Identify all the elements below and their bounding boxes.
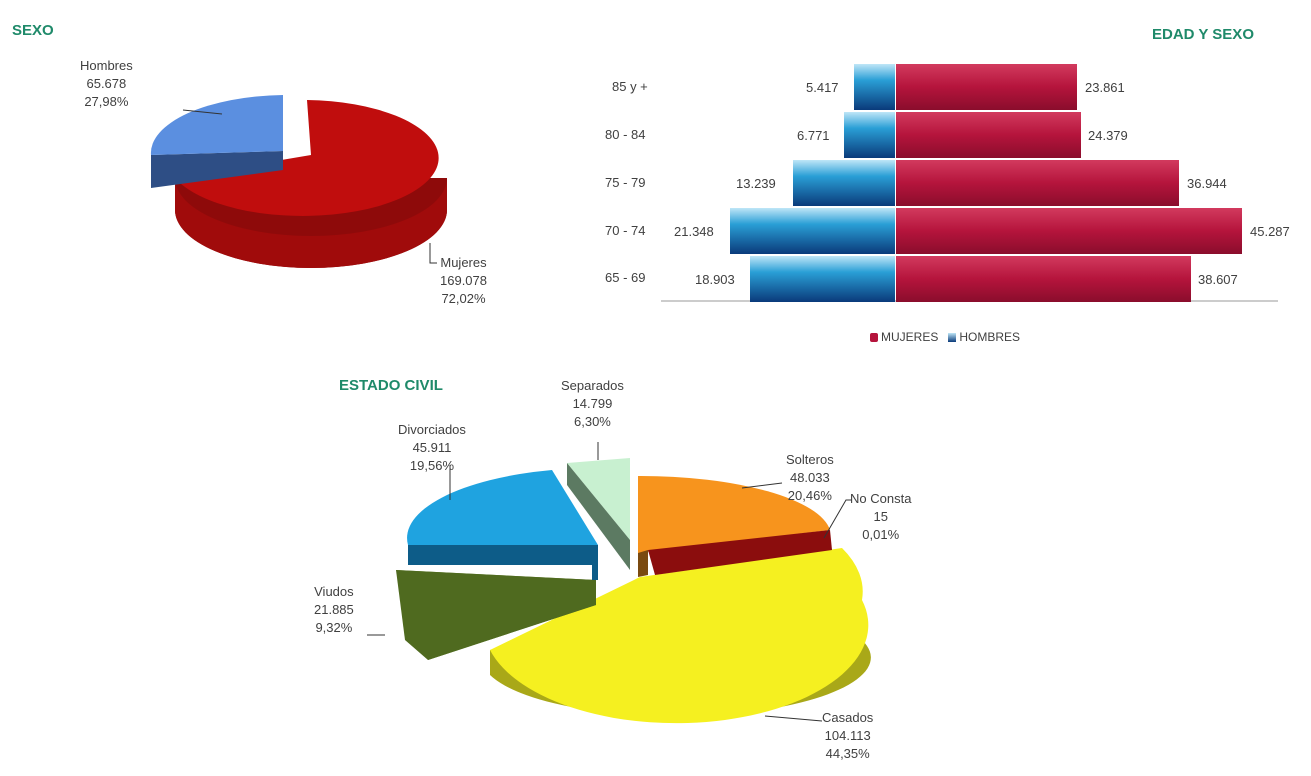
legend-swatch-icon — [870, 333, 878, 343]
label-percent: 0,01% — [862, 527, 900, 542]
label-name: Solteros — [786, 452, 834, 467]
label-name: Hombres — [80, 58, 133, 73]
label-name: Separados — [561, 378, 624, 393]
label-name: Mujeres — [440, 255, 487, 270]
pyramid-category: 65 - 69 — [605, 270, 646, 285]
pyramid-hombres-value: 6.771 — [797, 128, 830, 143]
pyramid-hombres-value: 18.903 — [695, 272, 735, 287]
label-percent: 6,30% — [574, 414, 611, 429]
sexo-label-mujeres: Mujeres 169.078 72,02% — [440, 254, 487, 308]
pyramid-mujeres-value: 45.287 — [1250, 224, 1290, 239]
label-value: 104.113 — [824, 728, 871, 743]
label-name: Casados — [822, 710, 874, 725]
label-percent: 44,35% — [825, 746, 870, 761]
pyramid-category: 75 - 79 — [605, 175, 646, 190]
pyramid-bars — [661, 64, 1278, 302]
pyramid-mujeres-value: 38.607 — [1198, 272, 1238, 287]
civil-label-casados: Casados 104.113 44,35% — [822, 709, 873, 763]
civil-label-divorciados: Divorciados 45.911 19,56% — [398, 421, 466, 475]
pyramid-hombres-value: 5.417 — [806, 80, 839, 95]
legend-item-mujeres: MUJERES — [870, 330, 938, 344]
label-percent: 19,56% — [409, 458, 454, 473]
label-percent: 20,46% — [787, 488, 832, 503]
legend-label: MUJERES — [881, 330, 939, 344]
pyramid-mujeres-value: 24.379 — [1088, 128, 1128, 143]
sexo-chart-title: SEXO — [12, 22, 54, 39]
civil-label-noconsta: No Consta 15 0,01% — [850, 490, 911, 544]
label-value: 169.078 — [440, 273, 487, 288]
sexo-pie-mujeres — [175, 100, 447, 268]
label-value: 65.678 — [86, 76, 127, 91]
label-percent: 9,32% — [315, 620, 353, 635]
pyramid-mujeres-value: 23.861 — [1085, 80, 1125, 95]
civil-label-viudos: Viudos 21.885 9,32% — [314, 583, 354, 637]
pyramid-legend: MUJERES HOMBRES — [870, 330, 1020, 344]
legend-label: HOMBRES — [959, 330, 1021, 344]
label-percent: 27,98% — [84, 94, 129, 109]
pyramid-hombres-value: 13.239 — [736, 176, 776, 191]
label-value: 15 — [873, 509, 888, 524]
civil-chart-title: ESTADO CIVIL — [339, 377, 443, 394]
label-name: Viudos — [314, 584, 354, 599]
pyramid-category: 85 y + — [612, 79, 648, 94]
pyramid-hombres-value: 21.348 — [674, 224, 714, 239]
label-value: 48.033 — [789, 470, 830, 485]
label-value: 45.911 — [412, 440, 452, 455]
legend-item-hombres: HOMBRES — [948, 330, 1020, 344]
pyramid-category: 70 - 74 — [605, 223, 646, 238]
pyramid-category: 80 - 84 — [605, 127, 646, 142]
edad-chart-title: EDAD Y SEXO — [1152, 26, 1254, 43]
sexo-label-hombres: Hombres 65.678 27,98% — [80, 57, 133, 111]
civil-label-solteros: Solteros 48.033 20,46% — [786, 451, 834, 505]
civil-label-separados: Separados 14.799 6,30% — [561, 377, 624, 431]
label-value: 14.799 — [572, 396, 613, 411]
civil-pie — [396, 458, 871, 724]
label-value: 21.885 — [314, 602, 354, 617]
pyramid-mujeres-value: 36.944 — [1187, 176, 1227, 191]
label-percent: 72,02% — [441, 291, 486, 306]
legend-swatch-icon — [948, 333, 957, 343]
label-name: Divorciados — [398, 422, 466, 437]
sexo-pie-hombres — [150, 95, 283, 188]
label-name: No Consta — [850, 491, 912, 506]
